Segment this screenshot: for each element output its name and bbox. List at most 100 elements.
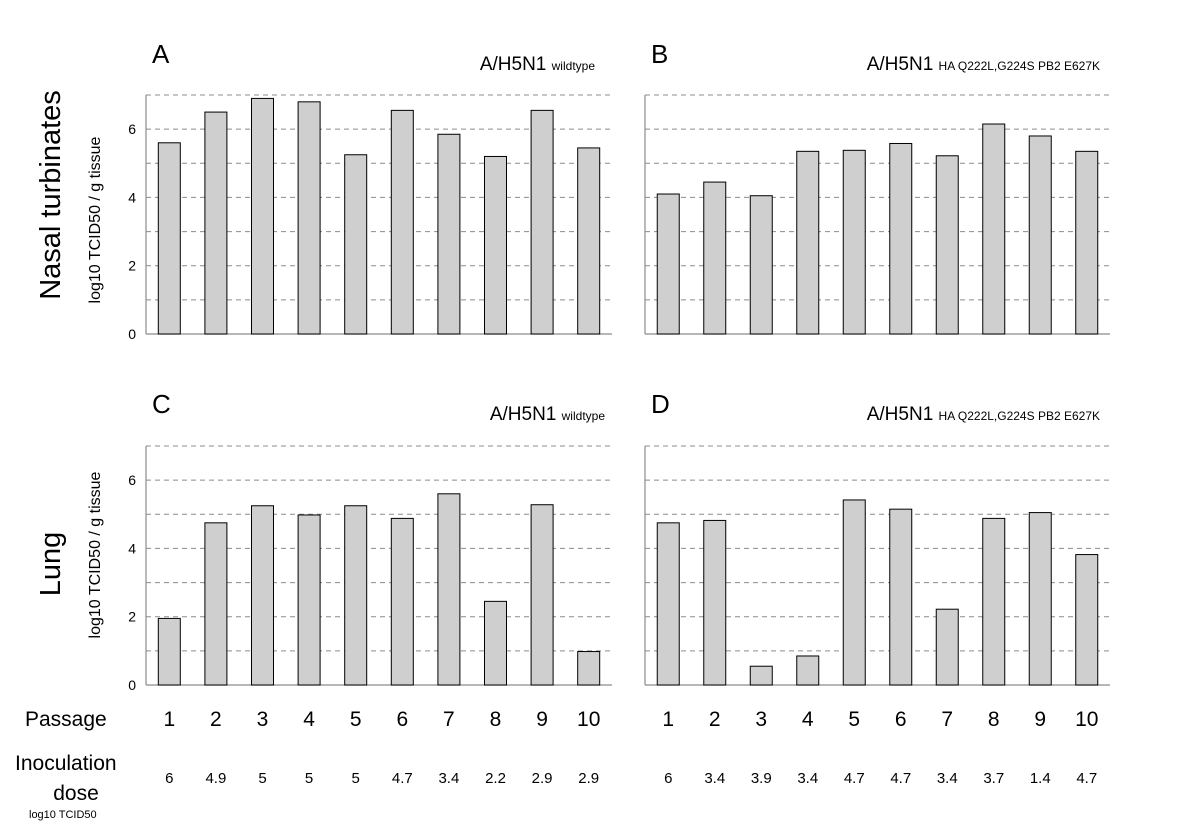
bar-A-6 (390, 109, 414, 335)
passage-number-left: 1 (163, 708, 175, 731)
bar-B-1 (656, 193, 680, 335)
dose-value-left: 2.9 (532, 770, 553, 787)
bar-D-2 (703, 519, 727, 686)
bar-D-6 (889, 508, 913, 686)
dose-unit-label: log10 TCID50 (29, 809, 97, 821)
bar-D-3 (749, 665, 773, 686)
dose-value-left: 4.7 (392, 770, 413, 787)
bar-A-1 (157, 142, 181, 335)
panel-letter: C (152, 389, 171, 419)
passage-number-left: 10 (577, 708, 600, 731)
y-tick-label: 2 (128, 258, 136, 274)
dose-label-line1: Inoculation (15, 752, 117, 775)
bar-C-3 (251, 505, 274, 686)
bar-B-2 (703, 181, 727, 335)
bar-C-1 (157, 617, 181, 686)
passage-number-left: 4 (303, 708, 315, 731)
row-label-nasal: Nasal turbinates (35, 90, 67, 300)
bar-A-4 (297, 101, 321, 335)
bar-B-9 (1028, 135, 1052, 335)
bar-D-10 (1075, 554, 1099, 686)
y-tick-label: 4 (128, 189, 136, 205)
y-tick-label: 4 (128, 540, 136, 556)
dose-value-right: 3.9 (751, 770, 772, 787)
panel-title: A/H5N1 HA Q222L,G224S PB2 E627K (867, 54, 1100, 75)
chart-panels: 0 2 4 6 A A/H5N1 wildtype B A/H5N1 HA Q222L,G22… (128, 39, 1110, 693)
bar-C-4 (297, 514, 321, 686)
panel-A: 0 2 4 6 A A/H5N1 wildtype (128, 39, 612, 342)
passage-number-right: 9 (1034, 708, 1046, 731)
bar-C-9 (530, 504, 554, 686)
dose-value-left: 3.4 (438, 770, 459, 787)
panel-title: A/H5N1 HA Q222L,G224S PB2 E627K (867, 404, 1100, 425)
dose-value-left: 6 (165, 770, 173, 787)
y-axis-label-bottom: log10 TCID50 / g tissue (87, 471, 104, 638)
dose-value-right: 3.4 (937, 770, 958, 787)
bar-D-4 (796, 655, 820, 686)
bar-A-10 (577, 147, 601, 335)
dose-value-left: 2.9 (578, 770, 599, 787)
bar-A-8 (484, 155, 507, 335)
dose-value-right: 4.7 (844, 770, 865, 787)
passage-number-right: 7 (941, 708, 953, 731)
bar-C-2 (204, 522, 228, 686)
passage-number-right: 3 (755, 708, 767, 731)
passage-number-right: 8 (988, 708, 1000, 731)
dose-value-left: 2.2 (485, 770, 506, 787)
bar-D-1 (656, 522, 680, 686)
passage-number-left: 2 (210, 708, 222, 731)
bar-D-9 (1028, 512, 1052, 686)
panel-title-sub: HA Q222L,G224S PB2 E627K (939, 59, 1100, 73)
passage-number-right: 1 (662, 708, 674, 731)
bar-C-7 (437, 493, 461, 686)
bar-A-7 (437, 133, 461, 335)
panel-letter: D (651, 389, 670, 419)
dose-value-right: 3.4 (797, 770, 818, 787)
y-tick-label: 6 (128, 121, 136, 137)
y-axis-label-top: log10 TCID50 / g tissue (87, 136, 104, 303)
bar-B-8 (982, 123, 1006, 335)
passage-number-right: 10 (1075, 708, 1098, 731)
dose-value-left: 5 (258, 770, 266, 787)
bar-A-2 (204, 111, 228, 335)
passage-number-right: 5 (848, 708, 860, 731)
dose-value-right: 3.4 (704, 770, 725, 787)
panel-title: A/H5N1 wildtype (490, 404, 605, 425)
dose-value-right: 4.7 (890, 770, 911, 787)
dose-value-right: 3.7 (983, 770, 1004, 787)
passage-number-left: 5 (350, 708, 362, 731)
bar-A-3 (251, 97, 274, 335)
dose-value-right: 4.7 (1076, 770, 1097, 787)
y-tick-label: 6 (128, 472, 136, 488)
dose-value-left: 5 (352, 770, 360, 787)
bar-B-7 (935, 155, 959, 335)
passage-number-left: 9 (536, 708, 548, 731)
bar-A-5 (344, 154, 368, 335)
bar-B-5 (842, 149, 866, 335)
passage-number-left: 7 (443, 708, 455, 731)
dose-value-left: 4.9 (205, 770, 226, 787)
panel-letter: A (152, 39, 170, 69)
bar-D-5 (842, 499, 866, 686)
panel-B: B A/H5N1 HA Q222L,G224S PB2 E627K (644, 39, 1110, 335)
panel-C: 0 2 4 6 C A/H5N1 wildtype (128, 389, 612, 693)
bar-C-6 (390, 517, 414, 686)
panel-title-sub: wildtype (551, 59, 596, 73)
y-tick-label: 2 (128, 609, 136, 625)
dose-value-left: 5 (305, 770, 313, 787)
bar-C-8 (484, 600, 507, 686)
bar-D-7 (935, 608, 959, 686)
passage-number-right: 2 (709, 708, 721, 731)
y-tick-label: 0 (128, 677, 136, 693)
bar-C-10 (577, 651, 601, 686)
panel-title-sub: HA Q222L,G224S PB2 E627K (939, 409, 1100, 423)
bar-D-8 (982, 517, 1006, 686)
passage-number-left: 3 (257, 708, 269, 731)
passage-number-left: 6 (396, 708, 408, 731)
passage-number-right: 4 (802, 708, 814, 731)
y-tick-label: 0 (128, 326, 136, 342)
bar-B-4 (796, 150, 820, 335)
passage-number-right: 6 (895, 708, 907, 731)
passage-label: Passage (25, 708, 107, 731)
